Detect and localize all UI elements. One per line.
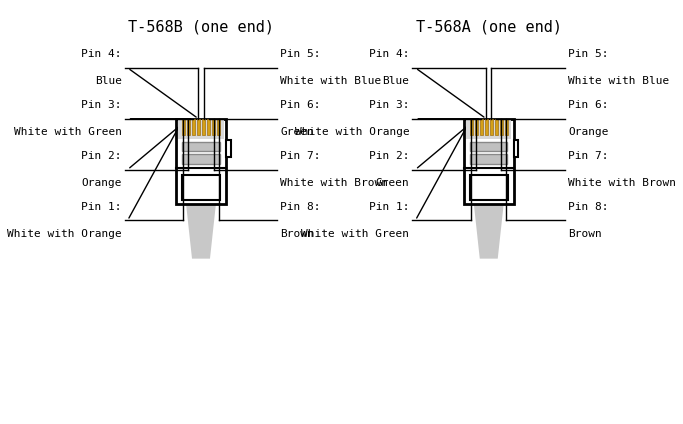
Text: White with Orange: White with Orange — [295, 127, 410, 137]
Bar — [226, 140, 231, 157]
Bar — [466, 120, 512, 139]
Text: White with Orange: White with Orange — [7, 229, 122, 239]
Text: White with Green: White with Green — [301, 229, 410, 239]
Polygon shape — [186, 204, 216, 259]
Text: T-568B (one end): T-568B (one end) — [128, 19, 274, 34]
Bar — [464, 119, 514, 204]
Text: Pin 4:: Pin 4: — [369, 49, 410, 59]
Text: Pin 3:: Pin 3: — [369, 100, 410, 110]
Bar — [197, 119, 200, 135]
Text: Pin 1:: Pin 1: — [369, 202, 410, 212]
Bar — [470, 142, 507, 151]
Bar — [479, 119, 483, 135]
Bar — [505, 119, 508, 135]
Text: White with Blue: White with Blue — [280, 76, 382, 86]
Bar — [182, 119, 185, 135]
Bar — [469, 119, 473, 135]
Bar — [217, 119, 220, 135]
Bar — [495, 119, 498, 135]
Bar — [182, 175, 220, 200]
Text: Pin 7:: Pin 7: — [280, 151, 321, 161]
Text: Pin 6:: Pin 6: — [280, 100, 321, 110]
Text: Green: Green — [280, 127, 314, 137]
Bar — [475, 119, 477, 135]
Text: Brown: Brown — [280, 229, 314, 239]
Bar — [187, 119, 190, 135]
Text: White with Brown: White with Brown — [280, 178, 388, 188]
Bar — [212, 119, 215, 135]
Text: Brown: Brown — [568, 229, 602, 239]
Text: Pin 4:: Pin 4: — [81, 49, 122, 59]
Text: Pin 5:: Pin 5: — [280, 49, 321, 59]
Text: Pin 8:: Pin 8: — [568, 202, 609, 212]
Text: Pin 2:: Pin 2: — [369, 151, 410, 161]
Bar — [202, 119, 205, 135]
Bar — [176, 119, 226, 204]
Text: White with Brown: White with Brown — [568, 178, 676, 188]
Bar — [470, 175, 508, 200]
Text: Pin 8:: Pin 8: — [280, 202, 321, 212]
Text: Orange: Orange — [81, 178, 122, 188]
Text: White with Blue: White with Blue — [568, 76, 669, 86]
Text: T-568A (one end): T-568A (one end) — [416, 19, 561, 34]
Text: Pin 3:: Pin 3: — [81, 100, 122, 110]
Text: Blue: Blue — [382, 76, 410, 86]
Bar — [192, 119, 195, 135]
Text: Green: Green — [376, 178, 410, 188]
Text: Blue: Blue — [95, 76, 122, 86]
Bar — [470, 154, 507, 164]
Bar — [514, 140, 518, 157]
Bar — [178, 120, 223, 139]
Text: Pin 6:: Pin 6: — [568, 100, 609, 110]
Bar — [207, 119, 210, 135]
Bar — [490, 119, 493, 135]
Text: Pin 7:: Pin 7: — [568, 151, 609, 161]
Bar — [485, 119, 488, 135]
Bar — [182, 142, 220, 151]
Text: Pin 1:: Pin 1: — [81, 202, 122, 212]
Text: Pin 2:: Pin 2: — [81, 151, 122, 161]
Bar — [500, 119, 503, 135]
Text: Pin 5:: Pin 5: — [568, 49, 609, 59]
Text: Orange: Orange — [568, 127, 609, 137]
Polygon shape — [474, 204, 504, 259]
Text: White with Green: White with Green — [14, 127, 122, 137]
Bar — [182, 154, 220, 164]
